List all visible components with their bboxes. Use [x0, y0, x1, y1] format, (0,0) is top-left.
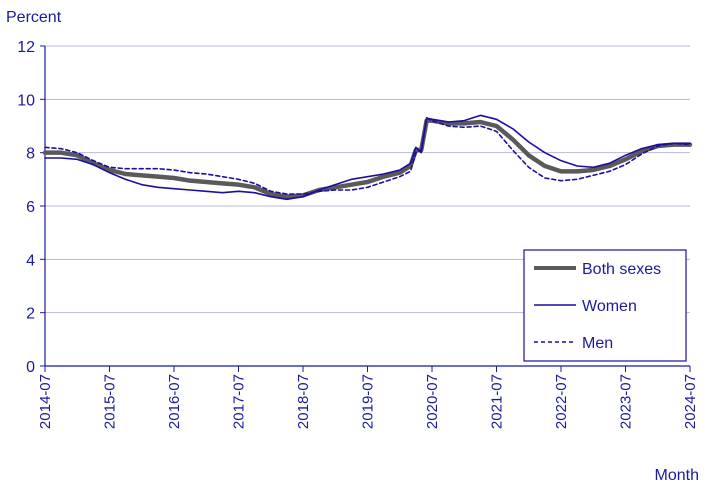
y-tick-label: 2: [26, 306, 35, 323]
y-tick-label: 8: [26, 146, 35, 163]
x-tick-label: 2022-07: [553, 374, 570, 429]
series-line-both-sexes: [42, 118, 693, 199]
x-tick-label: 2024-07: [682, 374, 699, 429]
x-tick-label: 2020-07: [424, 374, 441, 429]
x-tick-label: 2021-07: [489, 374, 506, 429]
legend-label-women: Women: [582, 298, 637, 315]
y-tick-label: 12: [17, 39, 35, 56]
y-tick-label: 10: [17, 92, 35, 109]
x-tick-label: 2019-07: [360, 374, 377, 429]
x-tick-label: 2014-07: [37, 374, 54, 429]
legend-label-both-sexes: Both sexes: [582, 261, 661, 278]
x-tick-label: 2015-07: [102, 374, 119, 429]
y-tick-label: 4: [26, 252, 35, 269]
x-tick-label: 2023-07: [618, 374, 635, 429]
series-line-men: [44, 117, 691, 195]
x-tick-label: 2018-07: [295, 374, 312, 429]
series-lines: [42, 114, 693, 201]
legend: Both sexes Women Men: [523, 249, 687, 362]
x-tick-label: 2017-07: [231, 374, 248, 429]
axes: 0 2 4 6 8 10 12 2014-07 2015-07 2016-07 2017-07 201…: [17, 39, 699, 429]
legend-label-men: Men: [582, 335, 613, 352]
y-tick-label: 0: [26, 359, 35, 376]
x-axis-title: Month: [655, 467, 699, 484]
y-tick-label: 6: [26, 199, 35, 216]
y-axis-title: Percent: [6, 9, 62, 26]
x-tick-label: 2016-07: [166, 374, 183, 429]
series-line-women: [44, 114, 691, 201]
